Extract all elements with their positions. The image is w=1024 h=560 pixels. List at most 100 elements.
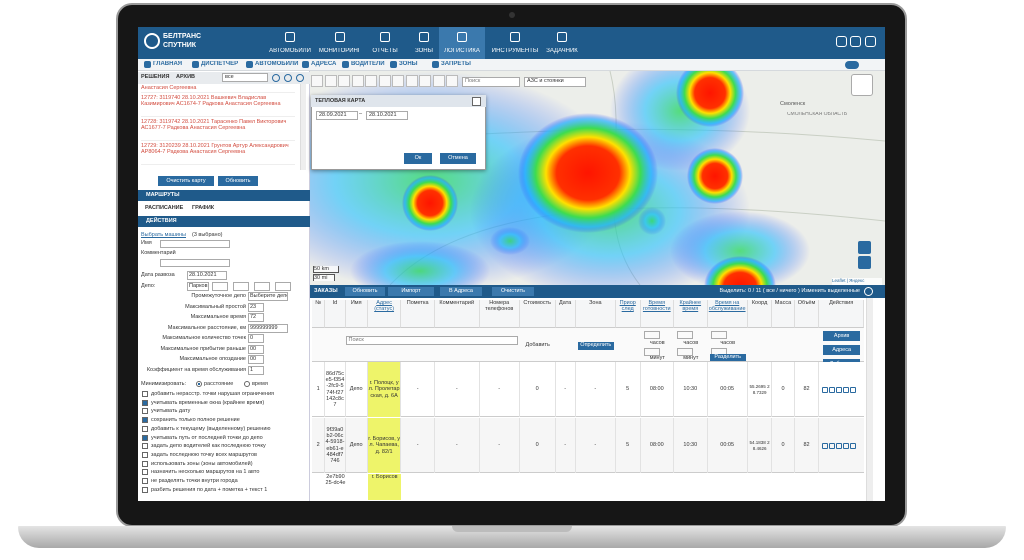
row-action-icon[interactable] [843, 443, 850, 449]
time-select[interactable] [643, 331, 660, 339]
radio[interactable] [244, 381, 250, 387]
checkbox[interactable] [142, 451, 148, 458]
field-input[interactable]: 23 [248, 302, 264, 312]
checkbox[interactable] [142, 469, 148, 476]
checkbox[interactable] [142, 486, 148, 493]
tab[interactable]: РЕШЕНИЯ [141, 74, 170, 80]
solution-item[interactable]: 12729: 3120239 28.10.2021 Грунтов Артур … [141, 143, 295, 165]
map-tool[interactable] [338, 75, 350, 87]
refresh-btn[interactable]: Обновить [218, 176, 258, 186]
checkbox[interactable] [142, 434, 148, 441]
map-tool[interactable] [378, 75, 391, 87]
solution-item[interactable]: 12727: 3119740 28.10.2021 Вашкевич Влади… [141, 95, 295, 117]
checkbox[interactable] [142, 460, 148, 467]
map-tool[interactable] [324, 75, 337, 87]
subnav-item[interactable]: ЗОНЫ [399, 61, 418, 67]
menu-item[interactable]: ЗАДАЧНИК [546, 48, 578, 54]
map-tool[interactable] [405, 75, 418, 87]
date-input[interactable]: 28.10.2021 [366, 111, 408, 120]
panel-icon[interactable] [284, 74, 292, 82]
field-input[interactable]: 999999999 [248, 323, 288, 333]
ok-btn[interactable]: Ок [404, 153, 432, 164]
header-icon[interactable] [865, 36, 876, 47]
checkbox[interactable] [142, 399, 148, 406]
selection[interactable]: Выделить: 0 / 11 ( все / ничего ) Измени… [719, 288, 860, 294]
zoom-out[interactable] [858, 256, 871, 269]
graph-tab[interactable]: ГРАФИК [192, 205, 215, 211]
map-tool[interactable] [365, 75, 377, 87]
time-select[interactable] [677, 348, 694, 356]
subnav-item[interactable]: АВТОМОБИЛИ [255, 61, 299, 67]
schedule-tab[interactable]: РАСПИСАНИЕ [145, 205, 184, 211]
map-tool[interactable] [392, 75, 404, 87]
orders-btn[interactable]: Очистить [492, 287, 534, 296]
row-action-icon[interactable] [836, 443, 843, 449]
checkbox[interactable] [142, 417, 148, 424]
checkbox[interactable] [142, 425, 148, 432]
time-select[interactable] [275, 281, 291, 291]
field-input[interactable] [160, 259, 230, 267]
solution-item[interactable]: 12728: 3119742 28.10.2021 Тарасенко Паве… [141, 119, 295, 141]
subnav-item[interactable]: ГЛАВНАЯ [153, 61, 183, 67]
time-select[interactable] [643, 348, 660, 356]
filter-select[interactable]: все [222, 73, 268, 82]
row-action-icon[interactable] [836, 387, 843, 393]
checkbox[interactable] [142, 443, 148, 450]
column-header[interactable]: Приор след [615, 300, 641, 328]
orders-settings[interactable] [864, 287, 873, 296]
split-btn[interactable]: Разделить [709, 354, 746, 361]
subnav-item[interactable]: ДИСПЕТЧЕР [201, 61, 239, 67]
field-input[interactable]: 1 [248, 365, 264, 375]
map-toggle[interactable] [845, 61, 859, 69]
orders-btn[interactable]: В Адреса [440, 287, 482, 296]
subnav-item[interactable]: АДРЕСА [311, 61, 337, 67]
row-action-icon[interactable] [829, 387, 836, 393]
actions-bar[interactable]: ДЕЙСТВИЯ [138, 216, 310, 227]
time-select[interactable] [677, 331, 694, 339]
panel-icon[interactable] [296, 74, 304, 82]
time-select[interactable] [233, 281, 249, 291]
field-input[interactable]: Парков [187, 281, 209, 291]
column-header[interactable]: Время на обслуживание [707, 300, 748, 328]
column-header[interactable]: Действия [819, 300, 864, 328]
column-header[interactable]: Коорд [747, 300, 773, 328]
row-action-icon[interactable] [822, 387, 829, 393]
map-search[interactable]: Поиск [462, 77, 520, 87]
menu-item[interactable]: ЗОНЫ [415, 48, 433, 54]
orders-btn[interactable]: Импорт [388, 287, 434, 296]
cancel-btn[interactable]: Отмена [440, 153, 476, 164]
field-input[interactable] [160, 240, 230, 248]
panel-icon[interactable] [272, 74, 280, 82]
row-action-icon[interactable] [850, 387, 857, 393]
menu-item[interactable]: МОНИТОРИНГ [318, 48, 362, 54]
vehicles-link[interactable]: Выбрать машины [141, 232, 186, 238]
map-tool[interactable] [419, 75, 431, 87]
clear-map-btn[interactable]: Очистить карту [158, 176, 214, 186]
zoom-in[interactable] [858, 241, 871, 254]
header-icon[interactable] [850, 36, 861, 47]
checkbox[interactable] [142, 408, 148, 415]
action-btn[interactable]: Адреса [823, 345, 860, 355]
date-input[interactable]: 28.09.2021 [316, 111, 358, 120]
menu-item[interactable]: ОТЧЕТЫ [372, 48, 398, 54]
field-input[interactable]: 28.10.2021 [187, 271, 227, 280]
field-input[interactable]: 00 [248, 344, 264, 354]
column-header[interactable]: Адрес (статус) [367, 300, 402, 328]
field-input[interactable]: 72 [248, 313, 264, 322]
field-input[interactable]: Выберите депо [248, 292, 288, 301]
map-tool[interactable] [446, 75, 458, 87]
cost-btn[interactable]: Добавить [525, 342, 550, 348]
menu-item[interactable]: ЛОГИСТИКА [444, 48, 480, 54]
row-action-icon[interactable] [843, 387, 850, 393]
field-input[interactable]: 0 [248, 334, 264, 343]
search-input[interactable]: Поиск [345, 336, 518, 345]
checkbox[interactable] [142, 391, 148, 397]
map-tool[interactable] [432, 75, 445, 87]
tab[interactable]: АРХИВ [176, 74, 196, 80]
attribution[interactable]: Leaflet | Яндекс [832, 278, 882, 285]
subnav-item[interactable]: ВОДИТЕЛИ [351, 61, 385, 67]
field-input[interactable]: 00 [248, 355, 264, 364]
row-action-icon[interactable] [822, 443, 829, 449]
dialog-close[interactable] [472, 97, 481, 106]
layer-select[interactable]: АЗС и стоянки [524, 77, 586, 87]
